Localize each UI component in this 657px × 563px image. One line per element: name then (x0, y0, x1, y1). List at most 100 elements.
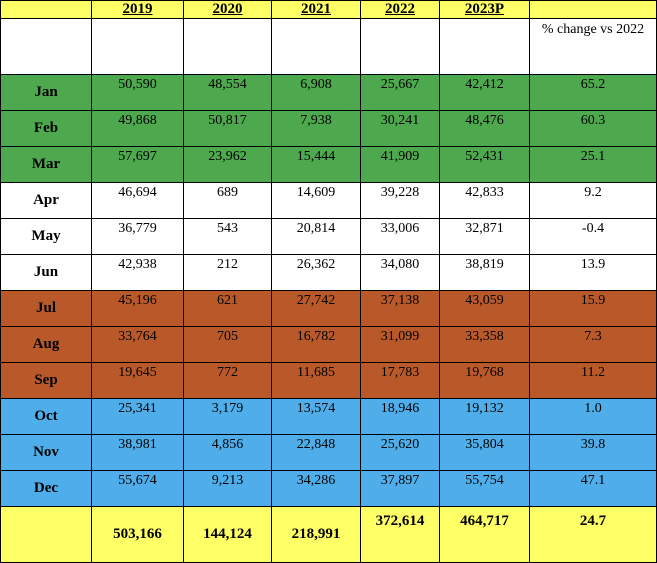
pct-change-cell: -0.4 (529, 218, 657, 255)
month-cell: Feb (0, 110, 92, 147)
value-cell: 37,897 (360, 470, 440, 507)
month-cell: Aug (0, 326, 92, 363)
month-cell: Jun (0, 254, 92, 291)
value-cell: 543 (183, 218, 272, 255)
value-cell: 689 (183, 182, 272, 219)
value-cell: 4,856 (183, 434, 272, 471)
value-cell: 705 (183, 326, 272, 363)
pct-change-cell: 65.2 (529, 74, 657, 111)
table-row: Jan 50,590 48,554 6,908 25,667 42,412 65.2 (0, 74, 657, 111)
total-cell: 144,124 (183, 506, 272, 563)
total-cell: 372,614 (360, 506, 440, 563)
value-cell: 27,742 (271, 290, 361, 327)
month-cell: Jul (0, 290, 92, 327)
value-cell: 43,059 (439, 290, 530, 327)
totals-row: 503,166 144,124 218,991 372,614 464,717 24.7 (0, 506, 657, 563)
totals-label-cell (0, 506, 92, 563)
value-cell: 25,667 (360, 74, 440, 111)
table-row: Nov 38,981 4,856 22,848 25,620 35,804 39.8 (0, 434, 657, 471)
table-row: Sep 19,645 772 11,685 17,783 19,768 11.2 (0, 362, 657, 399)
value-cell: 35,804 (439, 434, 530, 471)
header-2021: 2021 (271, 0, 361, 19)
month-cell: Sep (0, 362, 92, 399)
month-cell: Mar (0, 146, 92, 183)
header-2019: 2019 (91, 0, 184, 19)
month-cell: Jan (0, 74, 92, 111)
value-cell: 42,412 (439, 74, 530, 111)
value-cell: 19,768 (439, 362, 530, 399)
total-cell: 464,717 (439, 506, 530, 563)
value-cell: 49,868 (91, 110, 184, 147)
value-cell: 45,196 (91, 290, 184, 327)
table-row: Feb 49,868 50,817 7,938 30,241 48,476 60.3 (0, 110, 657, 147)
change-label: % change vs 2022 (529, 18, 657, 75)
value-cell: 3,179 (183, 398, 272, 435)
pct-change-cell: 1.0 (529, 398, 657, 435)
month-cell: Nov (0, 434, 92, 471)
value-cell: 19,132 (439, 398, 530, 435)
value-cell: 36,779 (91, 218, 184, 255)
header-2022: 2022 (360, 0, 440, 19)
subheader-cell (271, 18, 361, 75)
value-cell: 25,341 (91, 398, 184, 435)
value-cell: 33,764 (91, 326, 184, 363)
pct-change-cell: 25.1 (529, 146, 657, 183)
table-row: Mar 57,697 23,962 15,444 41,909 52,431 25.1 (0, 146, 657, 183)
total-cell: 503,166 (91, 506, 184, 563)
value-cell: 19,645 (91, 362, 184, 399)
subheader-cell (0, 18, 92, 75)
month-cell: Oct (0, 398, 92, 435)
subheader-cell (183, 18, 272, 75)
value-cell: 37,138 (360, 290, 440, 327)
subheader-cell (439, 18, 530, 75)
value-cell: 50,817 (183, 110, 272, 147)
value-cell: 7,938 (271, 110, 361, 147)
value-cell: 33,358 (439, 326, 530, 363)
value-cell: 32,871 (439, 218, 530, 255)
value-cell: 52,431 (439, 146, 530, 183)
pct-change-cell: 13.9 (529, 254, 657, 291)
value-cell: 34,286 (271, 470, 361, 507)
value-cell: 22,848 (271, 434, 361, 471)
value-cell: 41,909 (360, 146, 440, 183)
table-row: Oct 25,341 3,179 13,574 18,946 19,132 1.0 (0, 398, 657, 435)
pct-change-cell: 15.9 (529, 290, 657, 327)
header-change (529, 0, 657, 19)
table-row: Aug 33,764 705 16,782 31,099 33,358 7.3 (0, 326, 657, 363)
value-cell: 34,080 (360, 254, 440, 291)
pct-change-cell: 11.2 (529, 362, 657, 399)
value-cell: 39,228 (360, 182, 440, 219)
month-cell: Dec (0, 470, 92, 507)
pct-change-cell: 47.1 (529, 470, 657, 507)
value-cell: 55,674 (91, 470, 184, 507)
value-cell: 772 (183, 362, 272, 399)
value-cell: 33,006 (360, 218, 440, 255)
value-cell: 48,476 (439, 110, 530, 147)
subheader-cell (91, 18, 184, 75)
table-row: Dec 55,674 9,213 34,286 37,897 55,754 47.1 (0, 470, 657, 507)
value-cell: 48,554 (183, 74, 272, 111)
header-month (0, 0, 92, 19)
value-cell: 23,962 (183, 146, 272, 183)
table-row: May 36,779 543 20,814 33,006 32,871 -0.4 (0, 218, 657, 255)
value-cell: 46,694 (91, 182, 184, 219)
value-cell: 42,938 (91, 254, 184, 291)
value-cell: 30,241 (360, 110, 440, 147)
header-2020: 2020 (183, 0, 272, 19)
value-cell: 55,754 (439, 470, 530, 507)
value-cell: 20,814 (271, 218, 361, 255)
total-cell: 218,991 (271, 506, 361, 563)
value-cell: 38,981 (91, 434, 184, 471)
pct-change-cell: 7.3 (529, 326, 657, 363)
pct-change-cell: 9.2 (529, 182, 657, 219)
value-cell: 50,590 (91, 74, 184, 111)
table-row: Jul 45,196 621 27,742 37,138 43,059 15.9 (0, 290, 657, 327)
table-row: Jun 42,938 212 26,362 34,080 38,819 13.9 (0, 254, 657, 291)
value-cell: 16,782 (271, 326, 361, 363)
value-cell: 14,609 (271, 182, 361, 219)
value-cell: 17,783 (360, 362, 440, 399)
table-row: Apr 46,694 689 14,609 39,228 42,833 9.2 (0, 182, 657, 219)
value-cell: 25,620 (360, 434, 440, 471)
value-cell: 621 (183, 290, 272, 327)
